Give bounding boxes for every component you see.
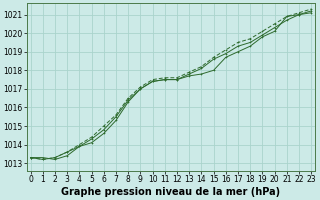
- X-axis label: Graphe pression niveau de la mer (hPa): Graphe pression niveau de la mer (hPa): [61, 187, 280, 197]
